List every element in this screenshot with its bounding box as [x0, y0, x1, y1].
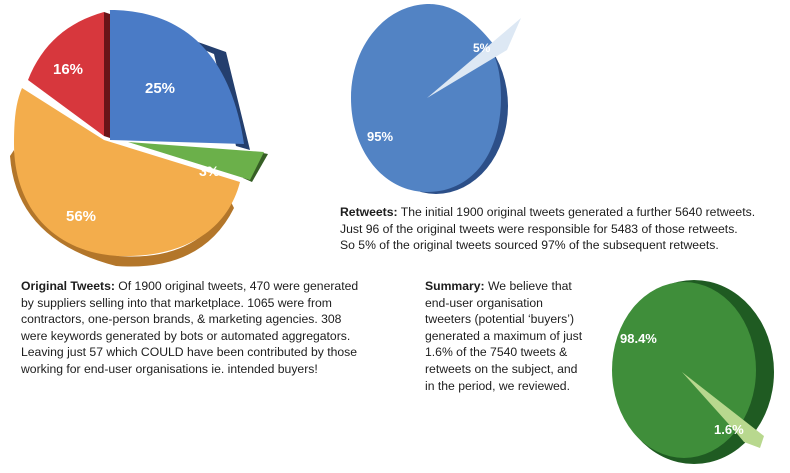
retweets-pie-chart: 5% 95% — [351, 4, 521, 194]
summary-line-7: in the period, we reviewed. — [425, 378, 570, 393]
original-line-1: Of 1900 original tweets, 470 were genera… — [114, 279, 359, 293]
pie3-slice-1 — [682, 372, 764, 448]
retweets-heading: Retweets: — [340, 205, 398, 219]
summary-pie-chart: 98.4% 1.6% — [612, 280, 774, 464]
summary-line-6: retweets on the subject, and — [425, 361, 578, 376]
pie1-label-2: 56% — [66, 208, 96, 225]
original-line-2: by suppliers selling into that marketpla… — [21, 295, 332, 310]
summary-line-1: We believe that — [484, 279, 572, 293]
pie1-label-0: 25% — [145, 80, 175, 97]
summary-line-3: tweeters (potential ‘buyers’) — [425, 312, 575, 327]
summary-heading: Summary: — [425, 279, 485, 293]
summary-line-4: generated a maximum of just — [425, 328, 583, 343]
pie1-slice-3 — [28, 12, 104, 136]
pie1-label-3: 16% — [53, 61, 83, 78]
pie3-label-1: 1.6% — [714, 422, 744, 437]
retweets-caption: Retweets: The initial 1900 original twee… — [340, 204, 790, 254]
summary-line-5: 1.6% of the 7540 tweets & — [425, 345, 568, 360]
original-line-4: were keywords generated by bots or autom… — [21, 328, 351, 343]
pie2-label-1: 95% — [367, 129, 393, 144]
original-line-3: contractors, one-person brands, & market… — [21, 312, 342, 327]
original-tweets-caption: Original Tweets: Of 1900 original tweets… — [21, 278, 401, 378]
pie2-slice-0 — [427, 18, 521, 98]
summary-caption: Summary: We believe that end-user organi… — [425, 278, 615, 394]
summary-line-2: end-user organisation — [425, 295, 543, 310]
pie1-slice-2 — [14, 88, 240, 257]
pie2-label-0: 5% — [473, 41, 491, 55]
pie1-slice-0 — [110, 10, 244, 144]
original-heading: Original Tweets: — [21, 279, 115, 293]
original-line-5: Leaving just 57 which COULD have been co… — [21, 345, 358, 360]
retweets-line-2: Just 96 of the original tweets were resp… — [340, 221, 738, 236]
red-slice-side — [104, 12, 110, 138]
pie1-slice-1 — [128, 142, 264, 180]
pie1-label-1: 3% — [199, 163, 220, 179]
pie2-slice-1 — [351, 4, 501, 192]
original-line-6: working for end-user organisations ie. i… — [21, 361, 318, 376]
retweets-line-3: So 5% of the original tweets sourced 97%… — [340, 238, 719, 253]
pie3-label-0: 98.4% — [620, 331, 657, 346]
original-tweets-pie-chart: 25% 3% 56% 16% — [10, 10, 268, 267]
retweets-line-1: The initial 1900 original tweets generat… — [397, 205, 756, 219]
